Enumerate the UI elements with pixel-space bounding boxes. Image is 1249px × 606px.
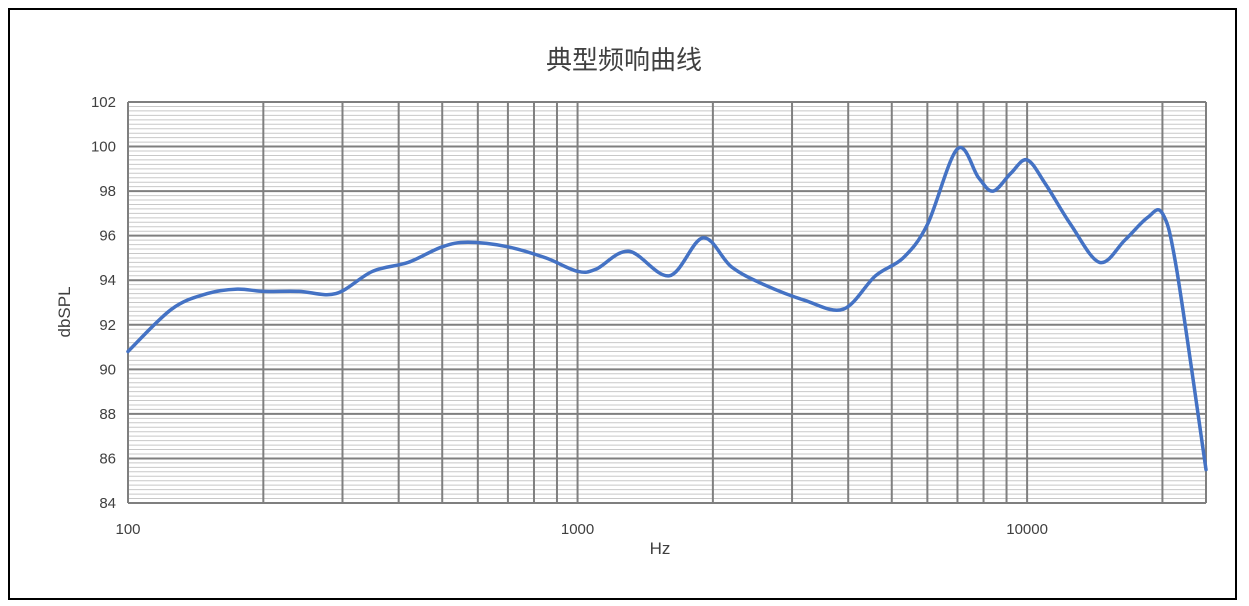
x-tick-label: 10000 bbox=[1006, 521, 1048, 538]
minor-grid bbox=[128, 105, 1206, 500]
chart-frame: 典型频响曲线 84 86 88 90 92 94 96 98 100 102 100 1000 100… bbox=[8, 8, 1237, 600]
x-tick-label: 100 bbox=[115, 521, 140, 538]
y-tick-label: 100 bbox=[91, 139, 116, 156]
y-axis-label: dbSPL bbox=[55, 286, 74, 337]
y-tick-label: 90 bbox=[99, 361, 116, 378]
y-tick-label: 102 bbox=[91, 94, 116, 111]
y-tick-label: 86 bbox=[99, 450, 116, 467]
chart-title: 典型频响曲线 bbox=[546, 46, 702, 76]
y-tick-label: 84 bbox=[99, 495, 116, 512]
y-tick-label: 98 bbox=[99, 183, 116, 200]
x-axis-ticks: 100 1000 10000 bbox=[115, 521, 1047, 538]
x-tick-label: 1000 bbox=[561, 521, 594, 538]
y-tick-label: 94 bbox=[99, 272, 116, 289]
y-tick-label: 88 bbox=[99, 406, 116, 423]
major-grid bbox=[127, 101, 1207, 504]
y-tick-label: 92 bbox=[99, 317, 116, 334]
y-axis-ticks: 84 86 88 90 92 94 96 98 100 102 bbox=[91, 94, 116, 512]
y-tick-label: 96 bbox=[99, 228, 116, 245]
x-axis-label: Hz bbox=[650, 539, 671, 558]
series-line bbox=[126, 145, 1208, 472]
